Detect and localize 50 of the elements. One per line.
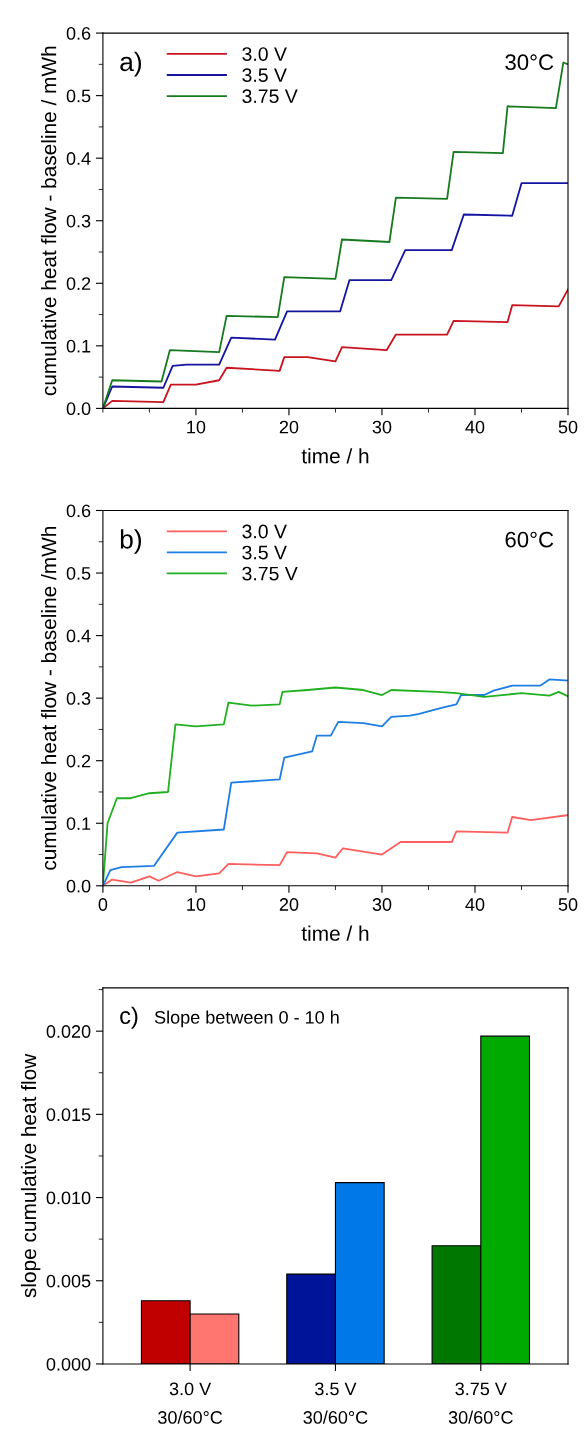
legend-label: 3.0 V	[242, 524, 287, 539]
x-tick-label: 3.5 V 30/60°C	[303, 1382, 368, 1424]
y-tick-label: 0.6	[66, 27, 91, 40]
x-tick-label: 0	[98, 898, 108, 911]
y-tick-label: 0.4	[66, 152, 91, 165]
annotation: 60°C	[505, 531, 554, 548]
x-tick-label: 20	[279, 898, 299, 911]
y-tick-label: 0.5	[66, 566, 91, 580]
x-tick-label: 30	[372, 420, 392, 434]
y-tick-label: 0.1	[66, 817, 91, 830]
x-tick-label: 10	[187, 420, 206, 434]
annotation: 30°C	[505, 54, 554, 71]
y-tick-label: 0.005	[46, 1274, 91, 1288]
x-tick-label: 40	[465, 420, 485, 434]
y-tick-label: 0.0	[66, 402, 91, 416]
annotation: c)	[120, 1006, 138, 1029]
legend-label: 3.0 V	[242, 47, 287, 61]
x-tick-label: 50	[558, 420, 578, 434]
y-tick-label: 0.010	[46, 1191, 91, 1205]
y-tick-label: 0.1	[66, 339, 91, 353]
x-tick-label: 30	[372, 898, 392, 911]
y-tick-label: 0.3	[66, 692, 91, 705]
y-tick-label: 0.6	[66, 504, 91, 518]
legend-label: 3.75 V	[242, 566, 298, 581]
x-tick-label: 40	[465, 898, 485, 911]
y-axis-title: slope cumulative heat flow	[20, 1053, 41, 1298]
x-tick-label: 3.0 V 30/60°C	[158, 1382, 223, 1424]
annotation: a)	[120, 51, 141, 77]
y-tick-label: 0.4	[66, 629, 91, 643]
x-tick-label: 50	[558, 898, 578, 911]
annotation: Slope between 0 - 10 h	[154, 1010, 339, 1028]
y-axis-title: cumulative heat flow - baseline /mWh	[41, 526, 57, 870]
x-axis-title: time / h	[301, 448, 369, 464]
legend-label: 3.75 V	[242, 89, 298, 104]
x-tick-label: 3.75 V 30/60°C	[448, 1382, 513, 1424]
annotation: b)	[120, 529, 141, 554]
y-tick-label: 0.2	[66, 754, 91, 768]
x-axis-title: time / h	[301, 925, 369, 941]
y-tick-label: 0.015	[46, 1108, 91, 1122]
legend-label: 3.5 V	[242, 68, 287, 83]
y-tick-label: 0.5	[66, 89, 91, 103]
y-axis-title: cumulative heat flow - baseline / mWh	[41, 46, 57, 396]
x-tick-label: 10	[187, 898, 206, 911]
y-tick-label: 0.000	[46, 1357, 91, 1371]
legend-label: 3.5 V	[242, 545, 287, 560]
y-tick-label: 0.0	[66, 879, 91, 893]
x-tick-label: 20	[279, 420, 299, 434]
y-tick-label: 0.020	[46, 1025, 91, 1038]
y-tick-label: 0.2	[66, 277, 91, 291]
y-tick-label: 0.3	[66, 214, 91, 228]
